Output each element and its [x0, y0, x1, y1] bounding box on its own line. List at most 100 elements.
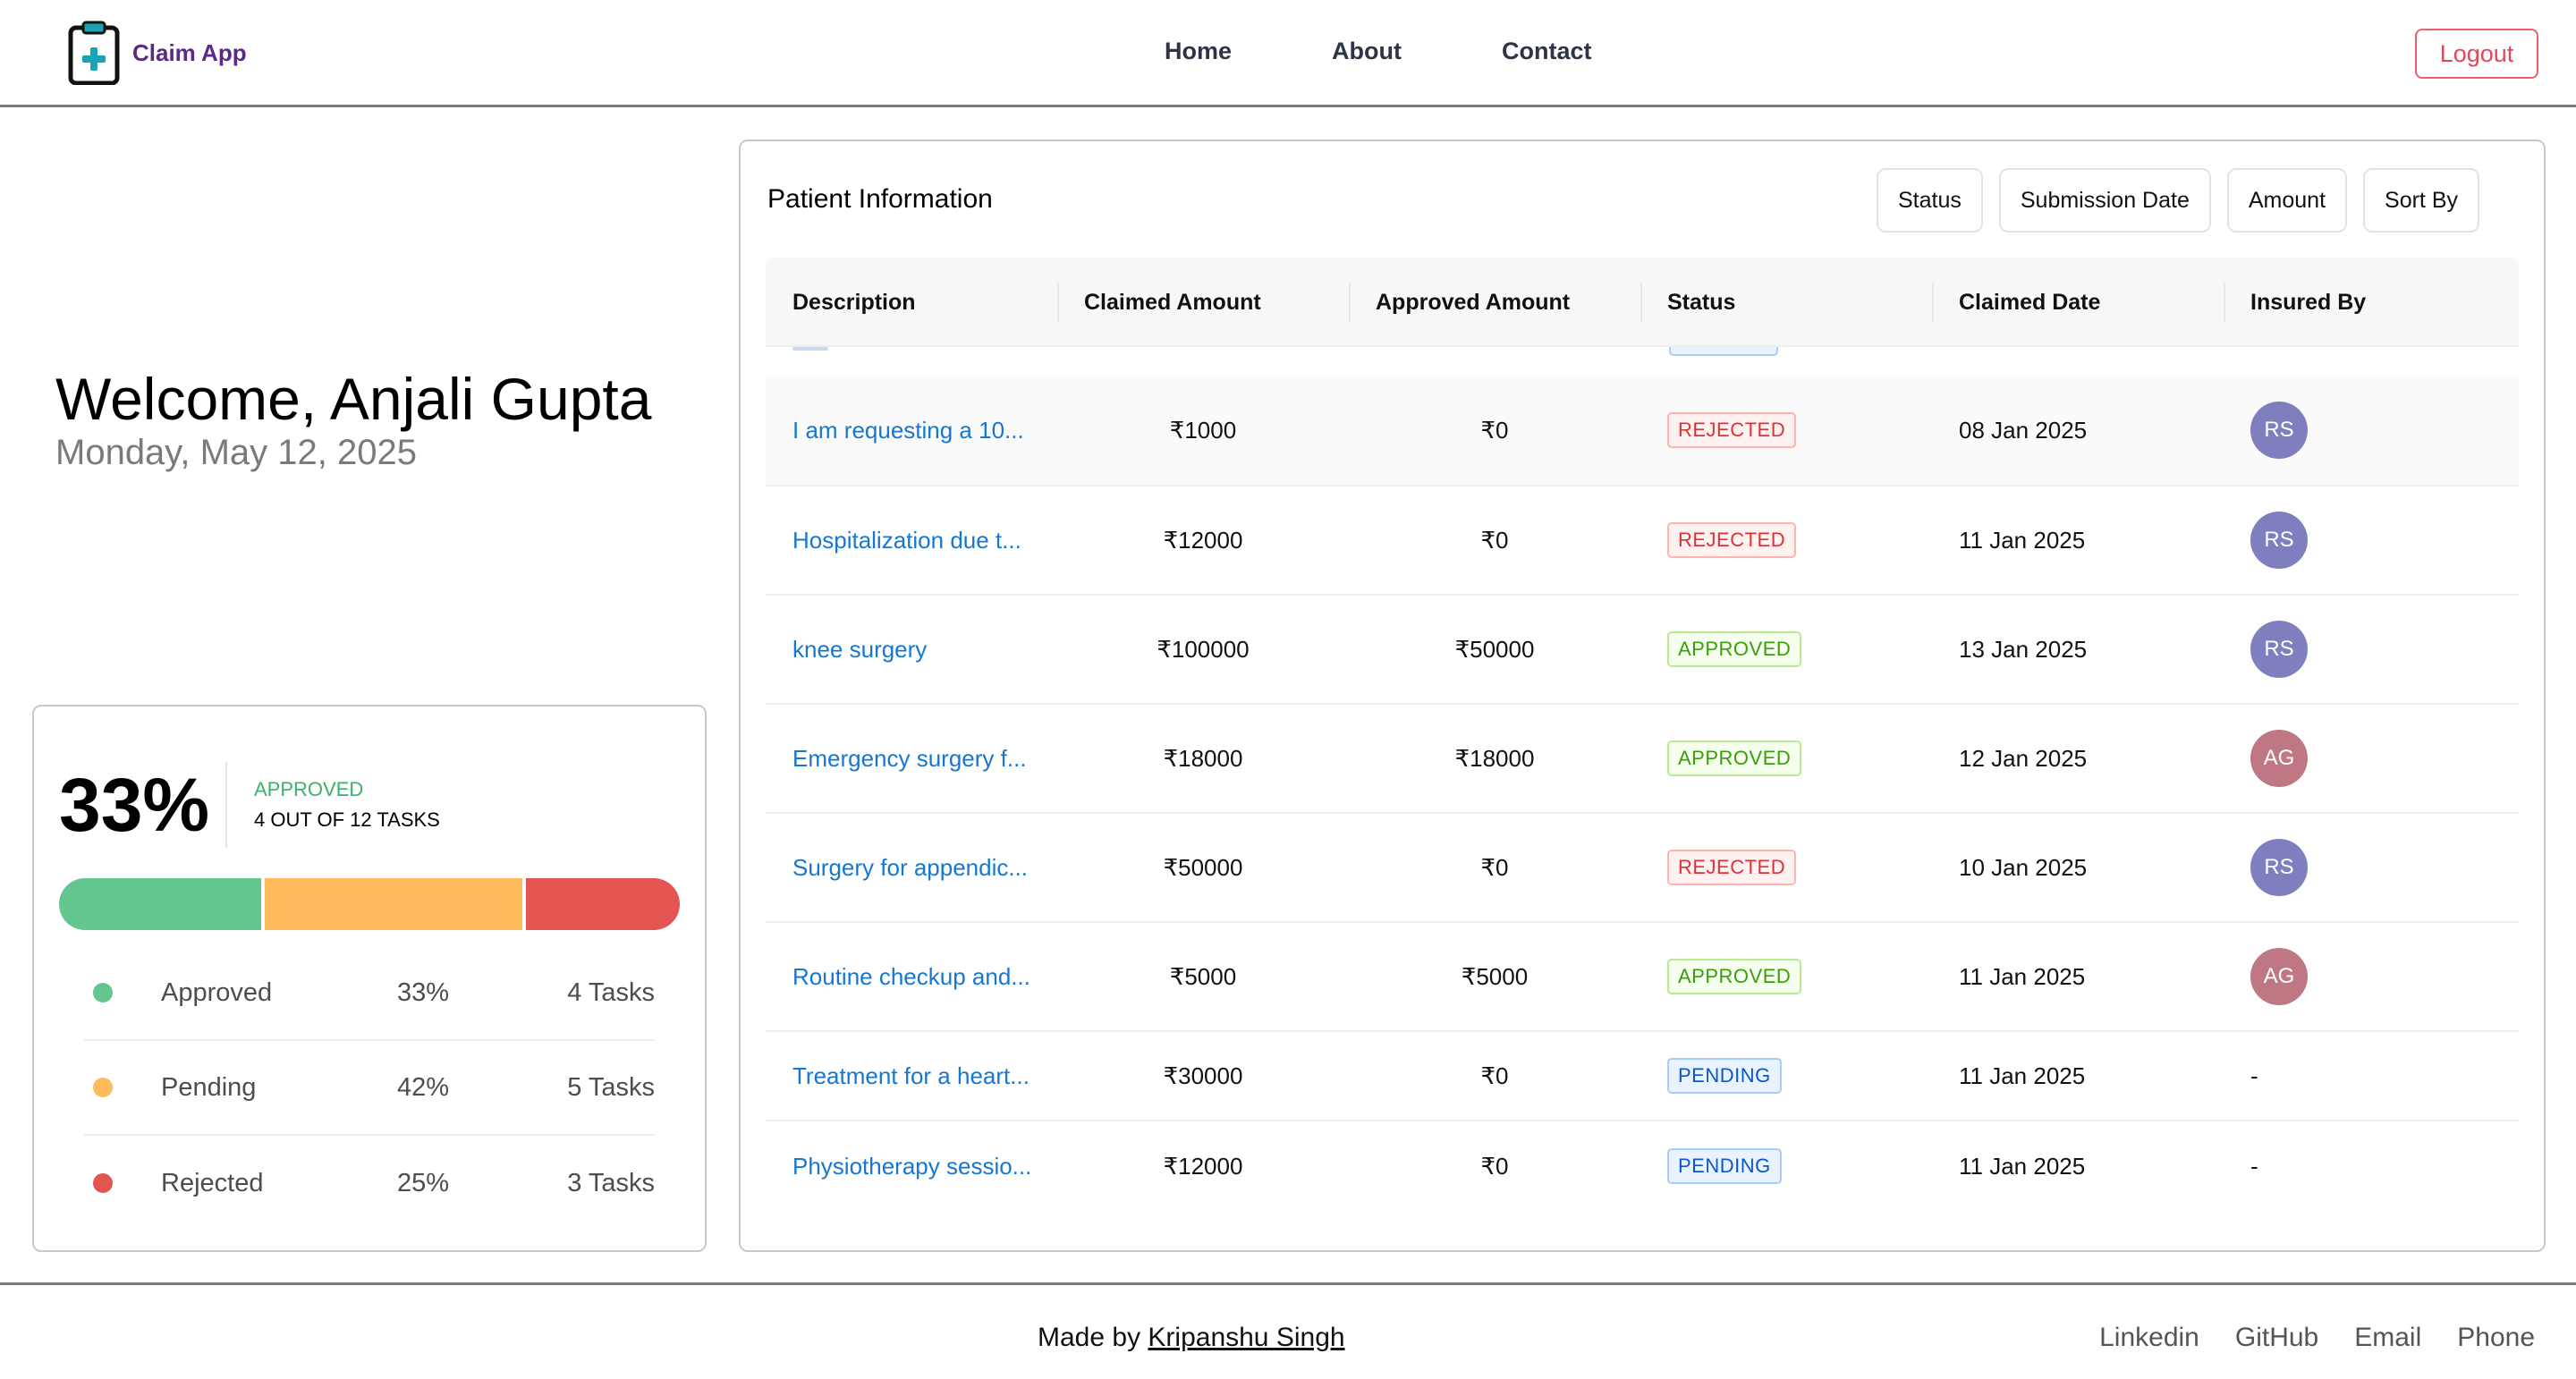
table-row[interactable]: Emergency surgery f... ₹18000 ₹18000 APPROV… [766, 705, 2519, 814]
claim-description-link[interactable]: Physiotherapy sessio... [792, 1152, 1032, 1180]
table-row[interactable]: Hospitalization due t... ₹12000 ₹0 REJECTED… [766, 486, 2519, 596]
table-row[interactable]: Surgery for appendic... ₹50000 ₹0 REJECTED 1… [766, 814, 2519, 923]
cell-claimed-amount: ₹5000 [1169, 962, 1237, 990]
column-header-status[interactable]: Status [1667, 289, 1736, 315]
cell-insured-by: - [2250, 1121, 2258, 1211]
patient-information-card: Patient Information Status Submission Da… [739, 140, 2546, 1252]
cell-status: REJECTED [1667, 376, 1797, 485]
cell-description: knee surgery [792, 596, 927, 703]
legend-label: Pending [161, 1072, 257, 1102]
filter-amount-button[interactable]: Amount [2226, 168, 2348, 233]
avatar[interactable]: RS [2250, 402, 2308, 459]
cell-status: REJECTED [1667, 486, 1797, 594]
table-row[interactable]: Physiotherapy sessio... ₹12000 ₹0 PENDING 11… [766, 1121, 2519, 1211]
cell-claimed-amount: ₹30000 [1163, 1062, 1243, 1089]
status-dot [93, 1173, 113, 1193]
column-header-insured-by[interactable]: Insured By [2250, 289, 2367, 315]
legend-row-pending: Pending 42% 5 Tasks [84, 1041, 655, 1136]
nav-links: Home About Contact [1165, 38, 1591, 65]
progress-segment-rejected [526, 878, 680, 930]
legend-percent: 33% [397, 977, 450, 1007]
filter-submission-date-button[interactable]: Submission Date [1998, 168, 2211, 233]
legend-count: 5 Tasks [567, 1072, 655, 1102]
claim-description-link[interactable]: Hospitalization due t... [792, 526, 1021, 554]
claim-description-link[interactable]: knee surgery [792, 635, 928, 663]
cell-claimed-date: 12 Jan 2025 [1959, 744, 2088, 772]
cell-insured-by: RS [2250, 376, 2308, 485]
footer-link-linkedin[interactable]: Linkedin [2099, 1323, 2199, 1352]
nav-about[interactable]: About [1332, 38, 1402, 64]
avatar[interactable]: RS [2250, 621, 2308, 678]
avatar[interactable]: AG [2250, 948, 2308, 1005]
logout-button[interactable]: Logout [2415, 29, 2538, 79]
claim-description-link[interactable]: Treatment for a heart... [792, 1062, 1030, 1089]
divider [225, 762, 227, 848]
cell-approved-amount: ₹0 [1480, 526, 1509, 554]
avatar[interactable]: RS [2250, 839, 2308, 896]
column-separator [1349, 283, 1351, 322]
cell-approved-amount: ₹0 [1480, 1152, 1509, 1180]
status-badge: APPROVED [1667, 740, 1802, 776]
approved-percent: 33% [59, 763, 210, 847]
table-header: Description Claimed Amount Approved Amou… [766, 258, 2519, 347]
claim-description-link[interactable]: Surgery for appendic... [792, 853, 1029, 881]
table-row[interactable]: Routine checkup and... ₹5000 ₹5000 APPROVED… [766, 923, 2519, 1032]
cell-claimed-date: 10 Jan 2025 [1959, 853, 2088, 881]
current-date: Monday, May 12, 2025 [55, 433, 417, 472]
avatar[interactable]: RS [2250, 512, 2308, 569]
cell-description: Treatment for a heart... [792, 1032, 1030, 1120]
cell-status: REJECTED [1667, 814, 1797, 921]
cell-status: APPROVED [1667, 923, 1802, 1030]
table-row[interactable]: Treatment for a heart... ₹30000 ₹0 PENDING 1… [766, 1032, 2519, 1121]
cell-insured-by: RS [2250, 814, 2308, 921]
footer-link-github[interactable]: GitHub [2234, 1323, 2319, 1352]
cell-approved-amount: ₹0 [1480, 1062, 1509, 1089]
table-row[interactable]: I am requesting a 10... ₹1000 ₹0 REJECTED 08… [766, 376, 2519, 486]
cell-description: Surgery for appendic... [792, 814, 1028, 921]
claim-description-link[interactable]: Emergency surgery f... [792, 744, 1027, 772]
legend-count: 3 Tasks [567, 1168, 655, 1197]
cell-description: I am requesting a 10... [792, 376, 1024, 485]
column-header-claimed-amount[interactable]: Claimed Amount [1084, 289, 1261, 315]
cell-claimed-amount: ₹100000 [1157, 635, 1250, 663]
legend-percent: 25% [397, 1168, 450, 1197]
cell-insured-by: - [2250, 1032, 2258, 1120]
nav-home[interactable]: Home [1165, 38, 1233, 64]
progress-segment-pending [265, 878, 522, 930]
legend-label: Approved [161, 977, 273, 1007]
footer-link-phone[interactable]: Phone [2457, 1323, 2535, 1352]
cell-status: PENDING [1667, 1032, 1782, 1120]
cell-claimed-date: 11 Jan 2025 [1959, 526, 2086, 554]
filter-bar: Status Submission Date Amount Sort By [1877, 168, 2480, 233]
cell-status: APPROVED [1667, 705, 1802, 812]
column-header-description[interactable]: Description [792, 289, 916, 315]
cell-status: PENDING [1667, 1121, 1782, 1211]
cell-claimed-date: 11 Jan 2025 [1959, 962, 2086, 990]
footer-link-email[interactable]: Email [2354, 1323, 2422, 1352]
task-stats-card: 33% APPROVED 4 OUT OF 12 TASKS Approved … [32, 705, 707, 1252]
cell-claimed-date: 11 Jan 2025 [1959, 1152, 2086, 1180]
column-header-approved-amount[interactable]: Approved Amount [1376, 289, 1571, 315]
brand[interactable]: Claim App [68, 20, 247, 86]
column-header-claimed-date[interactable]: Claimed Date [1959, 289, 2101, 315]
clipboard-medical-icon [68, 21, 120, 86]
avatar[interactable]: AG [2250, 730, 2308, 787]
navbar: Claim App Home About Contact Logout [0, 0, 2576, 107]
filter-status-button[interactable]: Status [1877, 168, 1983, 233]
legend-label: Rejected [161, 1168, 264, 1197]
table-row[interactable]: knee surgery ₹100000 ₹50000 APPROVED 13 Jan … [766, 596, 2519, 705]
sort-by-button[interactable]: Sort By [2363, 168, 2480, 233]
cell-claimed-date: 08 Jan 2025 [1959, 416, 2088, 444]
cell-approved-amount: ₹0 [1480, 853, 1509, 881]
claim-description-link[interactable]: I am requesting a 10... [792, 416, 1024, 444]
footer: Made by Kripanshu Singh Linkedin GitHub … [0, 1282, 2576, 1379]
nav-contact[interactable]: Contact [1501, 38, 1592, 64]
status-badge: PENDING [1667, 1148, 1782, 1184]
status-badge: REJECTED [1667, 412, 1797, 448]
tasks-summary: 4 OUT OF 12 TASKS [254, 808, 440, 831]
cell-approved-amount: ₹18000 [1454, 744, 1535, 772]
legend-count: 4 Tasks [567, 977, 655, 1007]
author-link[interactable]: Kripanshu Singh [1148, 1323, 1345, 1352]
claim-description-link[interactable]: Routine checkup and... [792, 962, 1030, 990]
welcome-heading: Welcome, Anjali Gupta [55, 366, 652, 432]
